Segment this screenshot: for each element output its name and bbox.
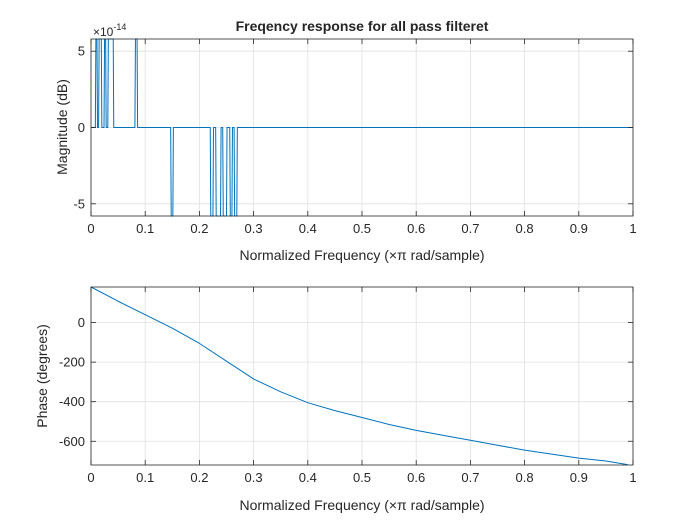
magnitude-x-tick-label: 1: [629, 221, 636, 236]
magnitude-y-label: Magnitude (dB): [54, 79, 70, 175]
magnitude-title: Freqency response for all pass filteret: [236, 18, 489, 34]
magnitude-axes: 0 0.1 0.2 0.3 0.4 0.5 0.6 0.7 0.8 0.9 1-505 Freqen…: [54, 18, 637, 263]
magnitude-x-tick-label: 0.5: [353, 221, 371, 236]
magnitude-x-tick-label: 0.1: [136, 221, 154, 236]
magnitude-ticks: 0 0.1 0.2 0.3 0.4 0.5 0.6 0.7 0.8 0.9 1-505: [73, 39, 637, 236]
phase-y-tick-label: -600: [59, 434, 85, 449]
phase-x-tick-label: 0.1: [136, 470, 154, 485]
magnitude-x-tick-label: 0.4: [299, 221, 317, 236]
magnitude-x-tick-label: 0.8: [516, 221, 534, 236]
magnitude-y-tick-label: 0: [78, 120, 85, 135]
magnitude-x-tick-label: 0.3: [245, 221, 263, 236]
phase-x-tick-label: 1: [629, 470, 636, 485]
magnitude-x-tick-label: 0.6: [407, 221, 425, 236]
phase-x-tick-label: 0.4: [299, 470, 317, 485]
phase-x-tick-label: 0: [87, 470, 94, 485]
magnitude-y-tick-label: -5: [73, 196, 85, 211]
magnitude-x-tick-label: 0.2: [190, 221, 208, 236]
phase-x-tick-label: 0.6: [407, 470, 425, 485]
phase-x-tick-label: 0.3: [245, 470, 263, 485]
phase-axes: 0 0.1 0.2 0.3 0.4 0.5 0.6 0.7 0.8 0.9 1 -600 -400 -20…: [34, 286, 637, 513]
exponent-base: ×10: [93, 25, 114, 39]
phase-x-tick-label: 0.9: [570, 470, 588, 485]
magnitude-x-tick-label: 0.7: [461, 221, 479, 236]
magnitude-x-tick-label: 0: [87, 221, 94, 236]
phase-y-label: Phase (degrees): [34, 324, 50, 428]
exponent-power: -14: [113, 22, 126, 32]
phase-x-tick-label: 0.5: [353, 470, 371, 485]
phase-grid: [90, 287, 634, 465]
phase-x-tick-label: 0.7: [461, 470, 479, 485]
phase-plot-area: [90, 286, 628, 466]
phase-y-tick-label: -400: [59, 394, 85, 409]
magnitude-y-tick-label: 5: [78, 44, 85, 59]
phase-x-label: Normalized Frequency (×π rad/sample): [239, 497, 484, 513]
phase-y-tick-label: 0: [78, 315, 85, 330]
phase-series-line: [90, 286, 628, 466]
phase-y-tick-label: -200: [59, 355, 85, 370]
phase-ticks: 0 0.1 0.2 0.3 0.4 0.5 0.6 0.7 0.8 0.9 1 -600 -400 -20…: [59, 287, 637, 485]
phase-x-tick-label: 0.8: [516, 470, 534, 485]
magnitude-x-label: Normalized Frequency (×π rad/sample): [239, 247, 484, 263]
magnitude-x-tick-label: 0.9: [570, 221, 588, 236]
phase-x-tick-label: 0.2: [190, 470, 208, 485]
magnitude-y-exponent: ×10-14: [93, 22, 126, 39]
